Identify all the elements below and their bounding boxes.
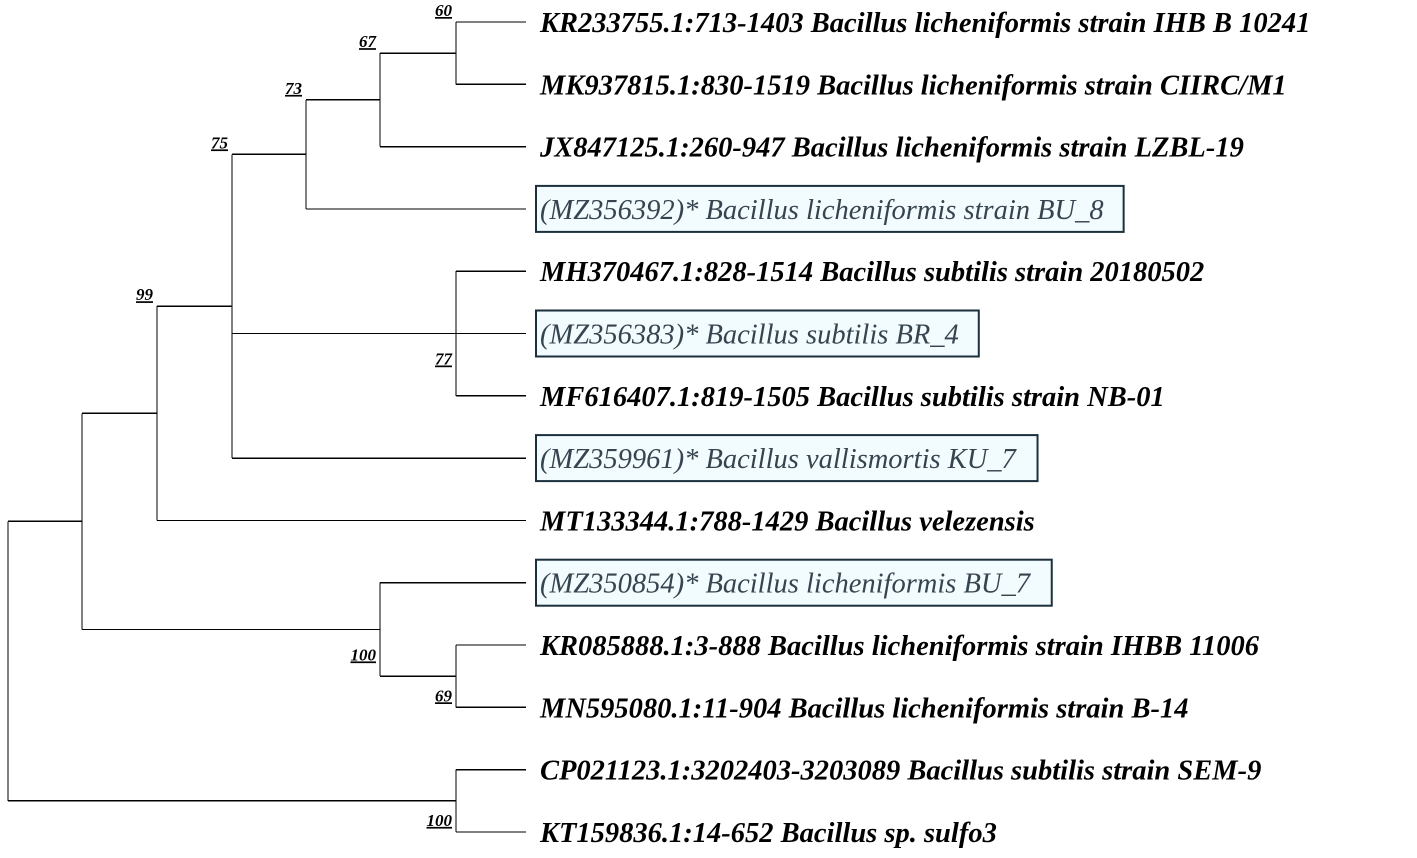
leaf-label: MT133344.1:788-1429 Bacillus velezensis <box>539 506 1035 537</box>
highlight-box <box>535 184 1125 233</box>
highlighted-leaf: (MZ350854)* Bacillus licheniformis BU_7 <box>535 558 1053 607</box>
leaf-label: (MZ350854)* Bacillus licheniformis BU_7 <box>540 569 1032 600</box>
leaf-label: MH370467.1:828-1514 Bacillus subtilis st… <box>539 257 1204 288</box>
leaf-label: CP021123.1:3202403-3203089 Bacillus subt… <box>540 756 1261 787</box>
support-value-c73: 73 <box>285 79 303 98</box>
leaf: MN595080.1:11-904 Bacillus licheniformis… <box>539 693 1188 724</box>
support-value-c77: 77 <box>435 350 454 369</box>
support-value-c99: 99 <box>136 285 154 304</box>
leaf-label: (MZ359961)* Bacillus vallismortis KU_7 <box>540 444 1018 475</box>
leaf: KR233755.1:713-1403 Bacillus licheniform… <box>539 8 1310 39</box>
leaf-label: MK937815.1:830-1519 Bacillus licheniform… <box>539 70 1287 101</box>
leaf: MH370467.1:828-1514 Bacillus subtilis st… <box>539 257 1204 288</box>
highlighted-leaf: (MZ356392)* Bacillus licheniformis strai… <box>535 184 1125 233</box>
leaf: KT159836.1:14-652 Bacillus sp. sulfo3 <box>539 818 997 849</box>
highlighted-leaf: (MZ356383)* Bacillus subtilis BR_4 <box>535 309 980 358</box>
support-value-c67: 67 <box>359 32 378 51</box>
leaf-label: KR233755.1:713-1403 Bacillus licheniform… <box>539 8 1310 39</box>
leaf-label: KT159836.1:14-652 Bacillus sp. sulfo3 <box>539 818 997 849</box>
leaf-label: JX847125.1:260-947 Bacillus licheniformi… <box>539 133 1244 164</box>
leaf: MK937815.1:830-1519 Bacillus licheniform… <box>539 70 1287 101</box>
highlight-box <box>535 558 1053 607</box>
leaf-label: (MZ356392)* Bacillus licheniformis strai… <box>540 195 1104 226</box>
highlight-box <box>535 434 1039 483</box>
leaf-label: MF616407.1:819-1505 Bacillus subtilis st… <box>539 382 1165 413</box>
support-value-c69: 69 <box>435 686 453 705</box>
leaf: JX847125.1:260-947 Bacillus licheniformi… <box>539 133 1244 164</box>
leaf: CP021123.1:3202403-3203089 Bacillus subt… <box>540 756 1261 787</box>
support-values: 60 67 73 77 75 99 69 100 100 <box>136 1 454 830</box>
leaf-label: (MZ356383)* Bacillus subtilis BR_4 <box>540 320 959 351</box>
branches <box>7 21 526 833</box>
support-value-c100b: 100 <box>427 811 453 830</box>
highlight-box <box>535 309 980 358</box>
support-value-c100a: 100 <box>351 645 377 664</box>
leaf: KR085888.1:3-888 Bacillus licheniformis … <box>539 631 1260 662</box>
leaf: MF616407.1:819-1505 Bacillus subtilis st… <box>539 382 1165 413</box>
highlighted-leaf: (MZ359961)* Bacillus vallismortis KU_7 <box>535 434 1039 483</box>
leaf-label: MN595080.1:11-904 Bacillus licheniformis… <box>539 693 1188 724</box>
support-value-c60: 60 <box>435 1 453 20</box>
leaf: MT133344.1:788-1429 Bacillus velezensis <box>539 506 1035 537</box>
leaf-labels: KR233755.1:713-1403 Bacillus licheniform… <box>535 8 1310 849</box>
leaf-label: KR085888.1:3-888 Bacillus licheniformis … <box>539 631 1260 662</box>
support-value-c75: 75 <box>211 133 229 152</box>
